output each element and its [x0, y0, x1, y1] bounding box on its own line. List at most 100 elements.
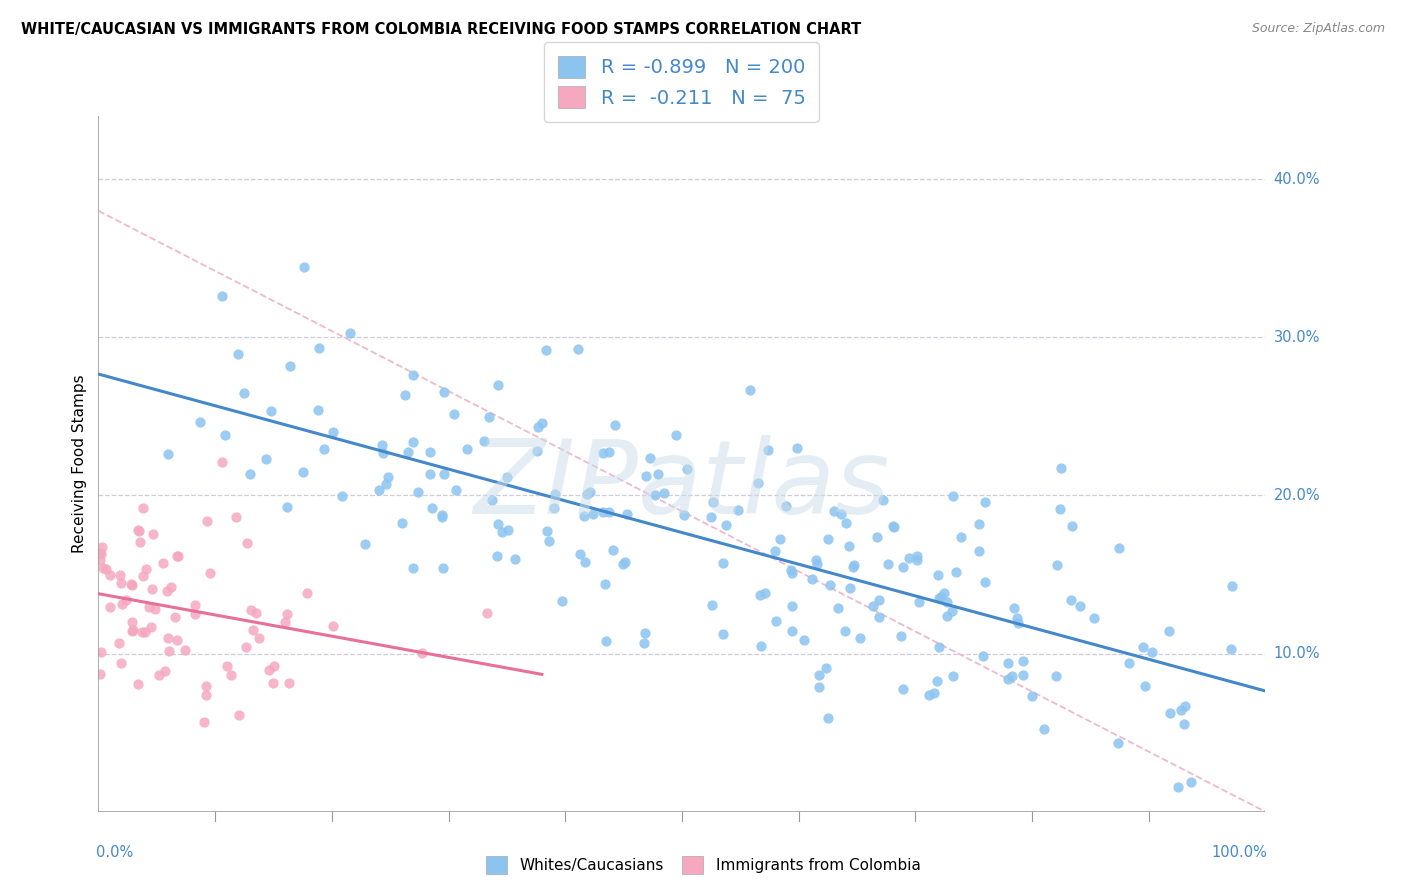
Point [131, 569, 153, 583]
Point [444, 483, 467, 498]
Point [1012, 655, 1035, 669]
Point [782, 599, 804, 613]
Point [807, 668, 830, 682]
Point [152, 557, 174, 571]
Point [193, 714, 215, 729]
Point [942, 669, 965, 683]
Point [371, 446, 394, 460]
Point [419, 445, 441, 459]
Point [157, 631, 180, 645]
Point [233, 385, 256, 400]
Point [575, 486, 598, 500]
Point [263, 658, 285, 673]
Point [195, 688, 218, 702]
Point [166, 549, 188, 564]
Point [89, 546, 111, 560]
Point [950, 529, 973, 543]
Point [815, 661, 838, 675]
Point [481, 493, 503, 508]
Point [486, 517, 509, 532]
Point [110, 656, 132, 670]
Point [866, 530, 889, 544]
Point [905, 549, 928, 564]
Point [530, 416, 553, 430]
Point [602, 542, 624, 557]
Point [194, 679, 217, 693]
Point [166, 633, 188, 648]
Point [714, 518, 737, 533]
Point [108, 636, 131, 650]
Point [157, 447, 180, 461]
Point [110, 597, 132, 611]
Point [332, 489, 354, 503]
Point [134, 624, 156, 639]
Point [769, 532, 792, 546]
Point [135, 562, 157, 576]
Point [928, 640, 950, 655]
Text: ZIPatlas: ZIPatlas [474, 434, 890, 534]
Point [163, 609, 186, 624]
Point [598, 444, 620, 458]
Point [254, 451, 277, 466]
Point [817, 711, 839, 725]
Point [375, 476, 398, 491]
Point [402, 560, 425, 574]
Point [456, 442, 478, 456]
Point [214, 427, 236, 442]
Point [848, 631, 870, 645]
Point [574, 555, 596, 569]
Point [98, 599, 121, 614]
Point [780, 566, 803, 580]
Point [1132, 640, 1154, 654]
Point [1220, 579, 1243, 593]
Point [613, 556, 636, 570]
Point [1083, 610, 1105, 624]
Point [967, 544, 990, 558]
Point [276, 607, 298, 621]
Point [973, 574, 995, 589]
Point [474, 434, 496, 449]
Point [838, 539, 860, 553]
Point [1159, 706, 1181, 721]
Point [432, 467, 454, 481]
Point [396, 444, 419, 458]
Point [128, 524, 150, 538]
Point [368, 483, 391, 498]
Point [430, 508, 453, 523]
Point [934, 586, 956, 600]
Point [1173, 717, 1195, 731]
Point [1046, 558, 1069, 573]
Legend: Whites/Caucasians, Immigrants from Colombia: Whites/Caucasians, Immigrants from Colom… [479, 850, 927, 880]
Point [1107, 736, 1129, 750]
Point [1002, 600, 1025, 615]
Point [652, 486, 675, 500]
Point [443, 407, 465, 421]
Point [1170, 703, 1192, 717]
Point [936, 595, 959, 609]
Point [793, 632, 815, 647]
Point [219, 668, 242, 682]
Point [908, 595, 931, 609]
Point [278, 675, 301, 690]
Point [740, 384, 762, 398]
Point [183, 599, 205, 613]
Point [139, 620, 162, 634]
Point [322, 619, 344, 633]
Point [634, 468, 657, 483]
Point [835, 516, 858, 530]
Text: 30.0%: 30.0% [1274, 330, 1320, 345]
Point [756, 443, 779, 458]
Point [98, 568, 121, 582]
Point [257, 664, 280, 678]
Point [486, 378, 509, 392]
Point [527, 420, 550, 434]
Point [142, 526, 165, 541]
Point [927, 567, 949, 582]
Point [536, 343, 558, 358]
Point [157, 644, 180, 658]
Point [143, 602, 166, 616]
Point [114, 592, 136, 607]
Point [188, 415, 211, 429]
Point [673, 508, 696, 522]
Point [592, 505, 614, 519]
